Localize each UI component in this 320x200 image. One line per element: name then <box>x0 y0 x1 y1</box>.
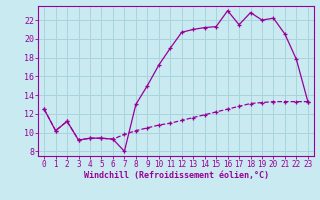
X-axis label: Windchill (Refroidissement éolien,°C): Windchill (Refroidissement éolien,°C) <box>84 171 268 180</box>
